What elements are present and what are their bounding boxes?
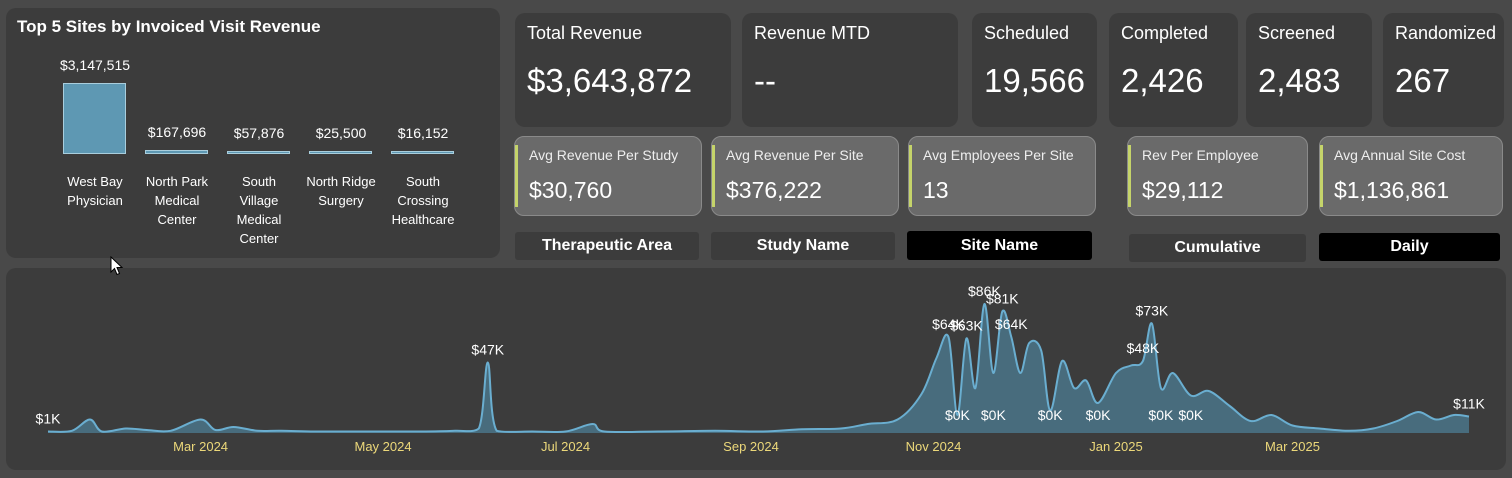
kpi-card-randomized: Randomized 267 [1383,13,1504,127]
avg-card-revenue-per-study: Avg Revenue Per Study $30,760 [514,136,702,216]
avg-label: Avg Revenue Per Site [726,147,864,163]
revenue-area [48,303,1469,433]
kpi-label: Total Revenue [527,23,643,43]
tab-study-name[interactable]: Study Name [711,232,895,260]
data-label: $48K [1127,340,1160,356]
zero-data-label: $0K [1038,407,1064,423]
kpi-card-completed: Completed 2,426 [1109,13,1238,127]
data-label: $11K [1453,396,1485,412]
bar-category-label: North Park Medical Center [145,174,209,227]
zero-data-label: $0K [1086,407,1112,423]
tab-therapeutic-area[interactable]: Therapeutic Area [515,232,699,260]
kpi-value: 2,426 [1121,62,1204,99]
zero-data-label: $0K [1148,407,1174,423]
kpi-value: 19,566 [984,62,1085,99]
bar-category-label: South Crossing Healthcare [391,174,455,227]
kpi-label: Scheduled [984,23,1070,43]
kpi-value: $3,643,872 [527,62,693,99]
kpi-label: Completed [1121,23,1209,43]
bar-slot: $57,876 South Village Medical Center [219,8,299,258]
bar-value-label: $3,147,515 [59,57,131,73]
bar-category-label: South Village Medical Center [236,174,282,246]
tab-daily[interactable]: Daily [1319,233,1500,261]
avg-label: Avg Revenue Per Study [529,147,679,163]
kpi-label: Randomized [1395,23,1497,43]
bar[interactable] [309,151,372,154]
x-tick-label: Mar 2025 [1265,439,1320,454]
kpi-value: 267 [1395,62,1451,99]
kpi-card-total-revenue: Total Revenue $3,643,872 [515,13,731,127]
kpi-value: -- [754,62,776,99]
bar-value-label: $16,152 [397,125,449,141]
bar-category-label: West Bay Physician [67,174,123,208]
tab-site-name[interactable]: Site Name [907,231,1092,260]
data-label: $47K [471,342,504,358]
data-label: $86K [968,283,1001,299]
avg-value: 13 [923,177,949,203]
zero-data-label: $0K [945,407,971,423]
x-tick-label: Mar 2024 [173,439,228,454]
x-tick-label: Nov 2024 [906,439,962,454]
data-label: $81K [986,291,1019,307]
avg-card-rev-per-employee: Rev Per Employee $29,112 [1127,136,1308,216]
avg-card-revenue-per-site: Avg Revenue Per Site $376,222 [711,136,899,216]
avg-value: $376,222 [726,177,822,203]
zero-data-label: $0K [981,407,1007,423]
data-label: $1K [36,411,62,427]
avg-value: $29,112 [1142,177,1224,203]
avg-label: Avg Employees Per Site [923,147,1074,163]
kpi-label: Revenue MTD [754,23,871,43]
kpi-value: 2,483 [1258,62,1341,99]
x-tick-label: Jan 2025 [1089,439,1143,454]
revenue-trend-chart-panel: Mar 2024 May 2024 Jul 2024 Sep 2024 Nov 2024… [6,268,1506,470]
avg-value: $1,136,861 [1334,177,1450,203]
bar[interactable] [227,151,290,154]
avg-card-annual-site-cost: Avg Annual Site Cost $1,136,861 [1319,136,1503,216]
x-tick-label: May 2024 [355,439,412,454]
kpi-card-screened: Screened 2,483 [1246,13,1372,127]
data-label: $64K [932,316,965,332]
bar-value-label: $57,876 [233,125,285,141]
bar-slot: $25,500 North Ridge Surgery [301,8,381,258]
x-tick-label: Jul 2024 [541,439,590,454]
avg-label: Avg Annual Site Cost [1334,147,1466,163]
avg-value: $30,760 [529,177,613,203]
bar[interactable] [63,83,126,154]
avg-card-employees-per-site: Avg Employees Per Site 13 [908,136,1096,216]
bar-category-label: North Ridge Surgery [306,174,376,208]
bar[interactable] [145,150,208,154]
bar-value-label: $167,696 [147,124,207,141]
bar-slot: $16,152 South Crossing Healthcare [383,8,463,258]
kpi-card-scheduled: Scheduled 19,566 [972,13,1097,127]
mouse-pointer-icon [110,256,124,276]
bar-slot: $167,696 North Park Medical Center [137,8,217,258]
revenue-line [47,302,1470,434]
top-sites-chart-title: Top 5 Sites by Invoiced Visit Revenue [17,17,321,36]
data-label: $73K [1136,303,1169,319]
zero-data-label: $0K [1178,407,1204,423]
kpi-card-revenue-mtd: Revenue MTD -- [742,13,958,127]
bar[interactable] [391,151,454,154]
bar-slot: $3,147,515 West Bay Physician [55,8,135,258]
kpi-label: Screened [1258,23,1336,43]
top-sites-chart-panel: Top 5 Sites by Invoiced Visit Revenue $3… [6,8,500,258]
bar-value-label: $25,500 [315,125,367,141]
avg-label: Rev Per Employee [1142,147,1259,163]
data-label: $64K [995,316,1028,332]
tab-cumulative[interactable]: Cumulative [1129,234,1306,262]
revenue-trend-chart: Mar 2024 May 2024 Jul 2024 Sep 2024 Nov 2024… [36,283,1486,454]
data-label: $63K [950,318,983,334]
x-tick-label: Sep 2024 [723,439,779,454]
